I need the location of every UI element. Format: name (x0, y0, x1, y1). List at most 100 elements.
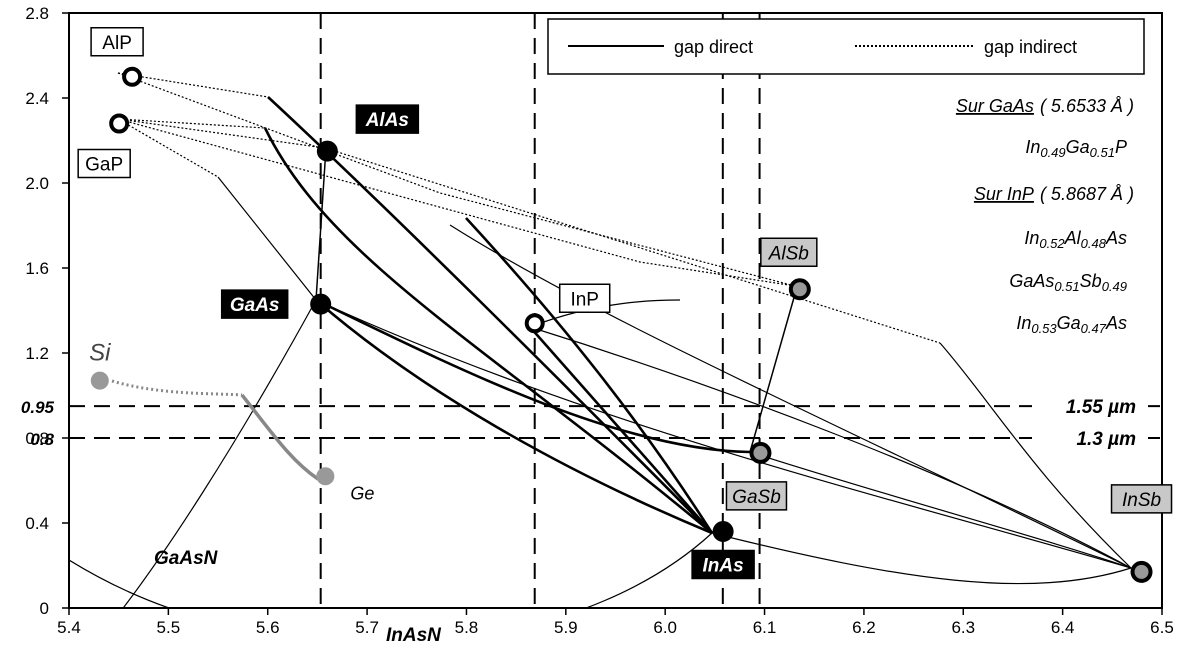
inalas-annotation: In0.52Al0.48As (1024, 228, 1127, 251)
indirect-alp-alsb (117, 72, 796, 287)
grey-dot-marker (316, 467, 335, 486)
y-tick-label: 1.6 (25, 259, 49, 278)
x-tick-label: 5.7 (355, 618, 379, 637)
point-label-box (90, 27, 144, 57)
point-label: InSb (1122, 490, 1161, 511)
grey-dot-marker (90, 371, 109, 390)
insb-indirect (939, 342, 1132, 569)
x-tick-label: 6.1 (753, 618, 777, 637)
open-circle-marker (109, 113, 130, 134)
plot-frame (68, 12, 1163, 609)
inas-inasn (584, 532, 713, 608)
gaas-gaasn (122, 299, 317, 608)
gaasn-bottom (69, 559, 172, 608)
x-tick-label: 5.4 (57, 618, 81, 637)
y-tick-label: 2.0 (25, 174, 49, 193)
y-tick-label: 0 (40, 599, 49, 618)
point-label-box (725, 481, 788, 511)
filled-circle-marker (316, 140, 338, 162)
indirect-alas-insb (324, 147, 941, 344)
point-inas: InAs (691, 521, 755, 580)
indirect-gap-alas (117, 118, 326, 149)
wavelength-label-bg (1032, 393, 1148, 420)
alloy-curves (69, 72, 1132, 608)
point-insb: InSb (1110, 484, 1173, 583)
point-gap: GaP (77, 113, 131, 179)
x-tick-label: 5.5 (157, 618, 181, 637)
annotations: Sur GaAs ( 5.6533 Å ) In0.49Ga0.51P Sur I… (154, 96, 1134, 646)
x-tick-label: 6.2 (852, 618, 876, 637)
legend-direct-label: gap direct (674, 37, 753, 57)
x-tick-label: 6.0 (653, 618, 677, 637)
sur-gaas-annotation: Sur GaAs ( 5.6533 Å ) (956, 96, 1134, 116)
filled-circle-marker (712, 521, 734, 542)
y-tick-label: 1.2 (25, 344, 49, 363)
y-tick-label: 0.4 (25, 514, 49, 533)
alsb-inas-direct (449, 224, 1132, 569)
x-tick-label: 6.5 (1150, 618, 1174, 637)
compound-points: AlP GaP AlAs GaAs InP AlSb GaSb InAs InSb Si Ge (77, 27, 1173, 583)
gasb-insb-direct (749, 451, 1132, 569)
point-label-box (558, 283, 611, 313)
alsb-gasb (749, 286, 798, 453)
wavelength-label: 1.55 µm (1066, 397, 1136, 418)
x-tick-label: 6.4 (1051, 618, 1075, 637)
y-tick-label: 2.8 (25, 4, 49, 23)
point-label: Si (89, 340, 111, 367)
wavelength-label-bg (1032, 425, 1148, 451)
gap-gaas (217, 176, 317, 301)
legend-indirect-label: gap indirect (984, 37, 1077, 57)
gaasn-label: GaAsN (154, 548, 219, 569)
point-label: AlAs (365, 110, 409, 131)
indirect-gap-inp (117, 118, 266, 129)
open-circle-marker (524, 313, 545, 334)
point-label-box (1110, 484, 1173, 514)
sur-inp-annotation: Sur InP ( 5.8687 Å ) (974, 184, 1134, 204)
point-label: AlP (102, 33, 132, 54)
x-tick-label: 5.8 (455, 618, 479, 637)
grey-circle-marker (1130, 560, 1153, 583)
inp-insb-direct (529, 326, 1132, 569)
open-circle-marker (122, 66, 143, 87)
point-si: Si (89, 340, 111, 390)
si-ge-indirect (111, 379, 243, 397)
inas-insb-bow (711, 532, 1132, 585)
y-extra-tick-label: 0.95 (21, 398, 55, 417)
sur-inp-title: Sur InP (974, 184, 1034, 204)
sur-inp-value: ( 5.8687 Å ) (1040, 184, 1134, 204)
point-label: InAs (703, 556, 744, 577)
point-label: InP (570, 289, 599, 310)
ingaas-annotation: In0.53Ga0.47As (1016, 313, 1127, 336)
y-extra-tick-label: 0.8 (30, 430, 54, 449)
ingap-annotation: In0.49Ga0.51P (1025, 137, 1127, 160)
point-label-box (691, 549, 755, 580)
point-label-box (77, 148, 131, 179)
point-alsb: AlSb (760, 237, 818, 301)
filled-circle-marker (310, 293, 332, 315)
point-alp: AlP (90, 27, 144, 87)
legend: gap direct gap indirect (547, 18, 1145, 75)
grey-circle-marker (749, 441, 772, 464)
point-label-box (355, 104, 420, 134)
x-tick-label: 5.6 (256, 618, 280, 637)
grey-circle-marker (788, 278, 811, 301)
wavelength-label: 1.3 µm (1076, 429, 1136, 450)
gap-gaas-direct (529, 299, 681, 328)
inasn-label: InAsN (386, 625, 442, 646)
point-label: GaAs (230, 295, 280, 316)
point-inp: InP (524, 283, 611, 334)
point-label: AlSb (768, 243, 809, 264)
sur-gaas-value: ( 5.6533 Å ) (1040, 96, 1134, 116)
y-tick-label: 2.4 (25, 89, 49, 108)
si-ge-direct (240, 393, 319, 481)
point-label: GaSb (732, 487, 781, 508)
point-gaas: GaAs (220, 289, 332, 319)
y-tick-label: 0.8 (25, 429, 49, 448)
gaas-insb-direct (315, 299, 1132, 569)
indirect-gap-alsb (117, 118, 796, 287)
gaas-inas (315, 299, 713, 535)
point-gasb: GaSb (725, 441, 788, 511)
point-label: GaP (85, 155, 123, 176)
x-tick-label: 6.3 (951, 618, 975, 637)
